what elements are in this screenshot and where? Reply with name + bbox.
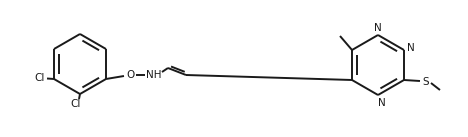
Text: Cl: Cl [71,99,81,109]
Text: N: N [378,98,386,108]
Text: Cl: Cl [35,73,45,83]
Text: N: N [374,23,382,33]
Text: O: O [127,70,135,80]
Text: S: S [423,77,429,87]
Text: NH: NH [146,70,162,80]
Text: N: N [407,43,415,53]
